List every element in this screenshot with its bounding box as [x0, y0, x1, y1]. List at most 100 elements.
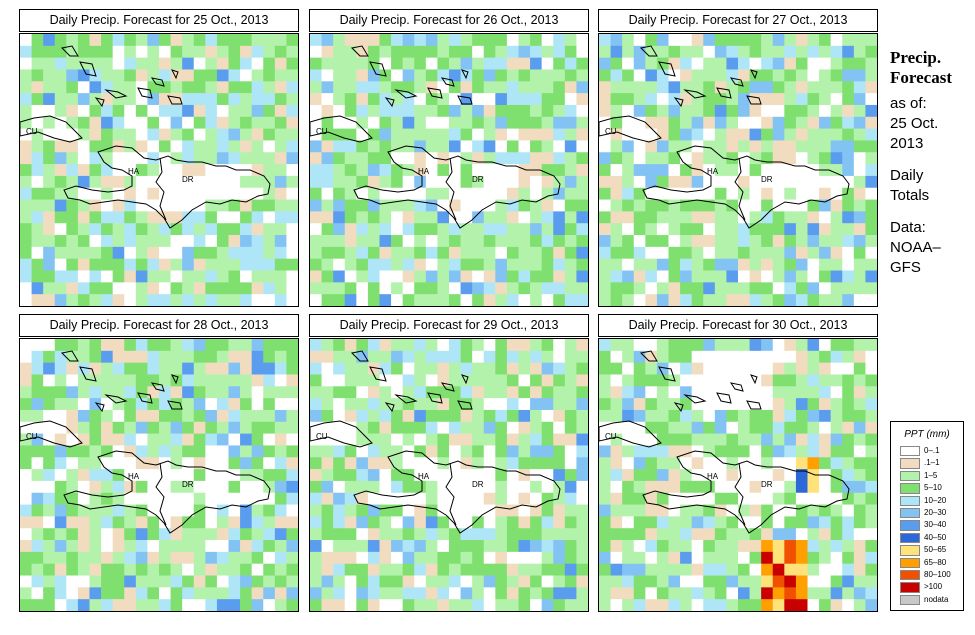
precip-cell	[541, 69, 554, 82]
precip-cell	[356, 175, 369, 189]
precip-cell	[333, 270, 346, 283]
precip-cell	[599, 104, 611, 118]
precip-cell	[506, 469, 519, 482]
precip-cell	[240, 350, 252, 363]
precip-cell	[460, 409, 473, 423]
precip-cell	[135, 258, 148, 271]
legend-item: .1–1	[891, 457, 963, 469]
precip-cell	[310, 469, 322, 482]
precip-cell	[66, 339, 79, 352]
precip-cell	[66, 57, 79, 70]
precip-cell	[518, 270, 531, 283]
precip-cell	[356, 469, 369, 482]
precip-cell	[251, 339, 264, 352]
precip-cell	[691, 128, 704, 141]
precip-cell	[483, 93, 496, 106]
precip-cell	[286, 433, 298, 446]
precip-cell	[656, 350, 669, 363]
precip-cell	[310, 551, 322, 564]
precip-cell	[576, 386, 588, 399]
precip-cell	[714, 93, 727, 106]
precip-cell	[518, 492, 531, 505]
precip-cell	[425, 504, 438, 517]
precip-cell	[321, 350, 334, 363]
precip-cell	[228, 398, 241, 411]
precip-cell	[460, 528, 473, 541]
precip-cell	[842, 575, 855, 588]
precip-cell	[714, 175, 727, 189]
precip-cell	[795, 575, 808, 588]
precip-cell	[495, 34, 508, 47]
precip-cell	[761, 81, 774, 94]
precip-cell	[66, 540, 79, 553]
legend-item: 10–20	[891, 495, 963, 507]
precip-cell	[77, 469, 90, 482]
precip-cell	[240, 223, 252, 236]
precip-cell	[807, 164, 820, 177]
precip-cell	[576, 587, 588, 600]
precip-cell	[645, 199, 658, 212]
precip-cell	[112, 128, 125, 141]
precip-cell	[89, 492, 102, 505]
precip-cell	[240, 516, 252, 529]
precip-cell	[20, 211, 32, 224]
precip-cell	[749, 199, 762, 212]
precip-cell	[89, 587, 102, 600]
precip-cell	[853, 93, 866, 106]
precip-cell	[553, 350, 566, 363]
precip-cell	[367, 211, 380, 224]
precip-cell	[31, 528, 44, 541]
precip-cell	[830, 45, 843, 58]
precip-cell	[865, 81, 877, 94]
precip-cell	[425, 282, 438, 295]
precip-cell	[379, 386, 392, 399]
precip-cell	[518, 235, 531, 248]
precip-cell	[541, 540, 554, 553]
precip-cell	[286, 81, 298, 94]
precip-cell	[66, 223, 79, 236]
precip-cell	[147, 34, 160, 47]
precip-cell	[610, 57, 623, 70]
precip-cell	[124, 540, 137, 553]
precip-cell	[321, 469, 334, 482]
precip-cell	[541, 246, 554, 259]
precip-cell	[89, 116, 102, 129]
precip-cell	[147, 386, 160, 399]
precip-cell	[472, 563, 485, 576]
precip-cell	[842, 362, 855, 375]
precip-cell	[77, 294, 90, 306]
precip-cell	[553, 223, 566, 236]
precip-cell	[472, 516, 485, 529]
precip-cell	[819, 294, 831, 306]
precip-cell	[425, 492, 438, 505]
precip-cell	[576, 93, 588, 106]
precip-cell	[31, 57, 44, 70]
precip-cell	[749, 258, 762, 271]
precip-cell	[43, 164, 56, 177]
precip-cell	[240, 116, 252, 129]
precip-cell	[865, 223, 877, 236]
precip-cell	[425, 469, 438, 482]
precip-cell	[437, 69, 450, 82]
precip-cell	[506, 270, 519, 283]
precip-cell	[414, 587, 427, 600]
precip-cell	[251, 116, 264, 129]
precip-cell	[437, 164, 450, 177]
precip-cell	[761, 386, 774, 399]
precip-cell	[66, 128, 79, 141]
precip-cell	[599, 34, 611, 47]
precip-cell	[101, 551, 113, 564]
precip-cell	[472, 187, 485, 200]
precip-cell	[865, 551, 877, 564]
precip-cell	[124, 223, 137, 236]
precip-cell	[842, 128, 855, 141]
precip-cell	[656, 599, 669, 611]
precip-cell	[564, 45, 577, 58]
precip-cell	[853, 140, 866, 153]
precip-cell	[193, 140, 206, 153]
precip-cell	[449, 235, 461, 248]
precip-cell	[564, 339, 577, 352]
precip-cell	[286, 140, 298, 153]
precip-cell	[460, 599, 473, 611]
precip-cell	[193, 433, 206, 446]
